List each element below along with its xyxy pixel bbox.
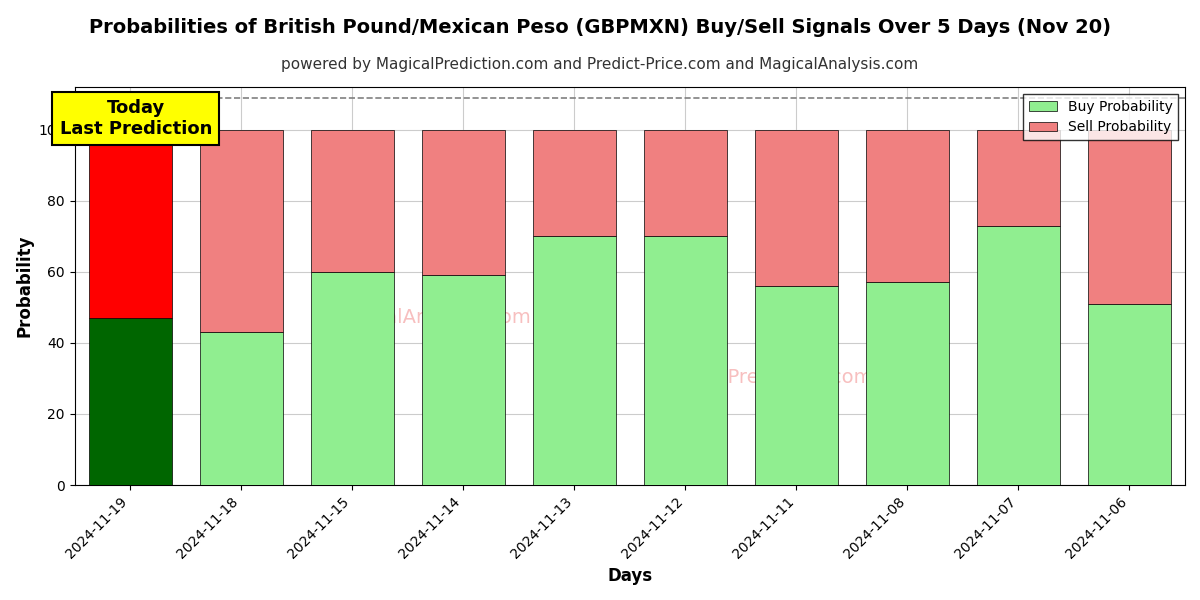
Text: Probabilities of British Pound/Mexican Peso (GBPMXN) Buy/Sell Signals Over 5 Day: Probabilities of British Pound/Mexican P… bbox=[89, 18, 1111, 37]
Bar bbox=[199, 130, 283, 332]
Y-axis label: Probability: Probability bbox=[16, 235, 34, 337]
Text: Today
Last Prediction: Today Last Prediction bbox=[60, 100, 212, 138]
Bar bbox=[311, 130, 394, 272]
Text: MagicalAnalysis.com: MagicalAnalysis.com bbox=[329, 308, 532, 328]
Bar bbox=[865, 130, 949, 283]
Legend: Buy Probability, Sell Probability: Buy Probability, Sell Probability bbox=[1024, 94, 1178, 140]
Text: MagicalPrediction.com: MagicalPrediction.com bbox=[653, 368, 872, 387]
Bar bbox=[421, 275, 505, 485]
Bar bbox=[643, 130, 727, 236]
Bar bbox=[311, 272, 394, 485]
Bar bbox=[865, 283, 949, 485]
X-axis label: Days: Days bbox=[607, 567, 653, 585]
Bar bbox=[643, 236, 727, 485]
Bar bbox=[533, 236, 616, 485]
Bar bbox=[977, 226, 1060, 485]
Bar bbox=[1088, 304, 1171, 485]
Bar bbox=[977, 130, 1060, 226]
Bar bbox=[1088, 130, 1171, 304]
Bar bbox=[755, 130, 838, 286]
Bar bbox=[199, 332, 283, 485]
Text: powered by MagicalPrediction.com and Predict-Price.com and MagicalAnalysis.com: powered by MagicalPrediction.com and Pre… bbox=[281, 57, 919, 72]
Bar bbox=[89, 318, 172, 485]
Bar bbox=[89, 130, 172, 318]
Bar bbox=[533, 130, 616, 236]
Bar bbox=[421, 130, 505, 275]
Bar bbox=[755, 286, 838, 485]
